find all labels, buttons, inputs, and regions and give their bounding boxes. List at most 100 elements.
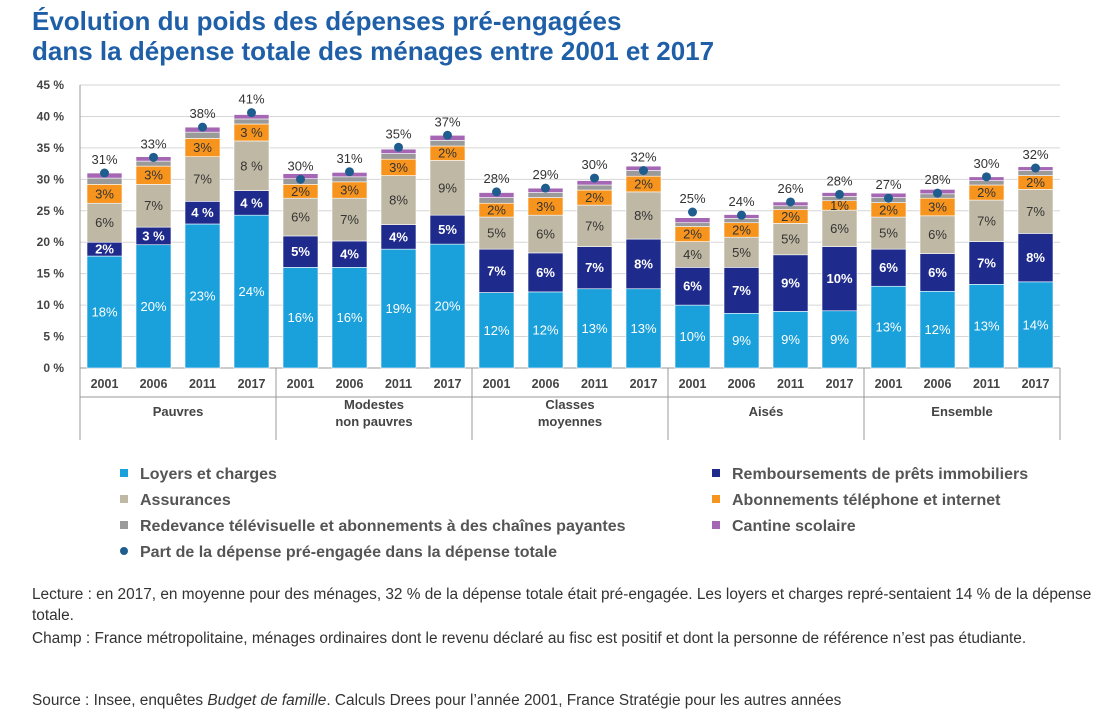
data-label-loyers: 13% xyxy=(973,319,999,334)
chart-title-line-1: Évolution du poids des dépenses pré-enga… xyxy=(32,6,622,36)
data-label-prets: 10% xyxy=(826,271,852,286)
x-tick-label: 2011 xyxy=(581,377,608,391)
bar-segment-assurances xyxy=(184,156,221,202)
data-label-abonnements: 2% xyxy=(781,209,800,224)
data-label-abonnements: 2% xyxy=(1026,175,1045,190)
bar-segment-loyers xyxy=(919,290,956,369)
x-tick-label: 2011 xyxy=(973,377,1000,391)
legend-swatch xyxy=(120,546,128,555)
bar-segment-prets xyxy=(870,248,907,287)
legend-swatch xyxy=(120,494,128,503)
bar-segment-prets xyxy=(331,240,368,268)
total-share-point xyxy=(884,193,893,203)
bar-segment-prets xyxy=(282,235,319,268)
data-label-prets: 8% xyxy=(634,256,653,271)
bar-segment-assurances xyxy=(576,204,613,247)
x-tick-label: 2011 xyxy=(385,377,412,391)
data-label-loyers: 12% xyxy=(532,322,558,337)
bar-segment-loyers xyxy=(968,284,1005,369)
data-label-prets: 4% xyxy=(340,247,359,262)
source-text-1: Source : Insee, enquêtes xyxy=(32,692,208,709)
bar-segment-prets xyxy=(527,252,564,293)
bar-segment-prets xyxy=(723,267,760,314)
total-share-label: 32% xyxy=(1022,147,1048,162)
note-source: Source : Insee, enquêtes Budget de famil… xyxy=(32,690,1092,711)
legend-label: Loyers et charges xyxy=(140,466,277,483)
total-share-point xyxy=(296,174,305,184)
x-tick-label: 2001 xyxy=(875,377,903,391)
x-tick-label: 2017 xyxy=(1022,377,1050,391)
x-tick-label: 2006 xyxy=(924,377,952,391)
data-label-prets: 8% xyxy=(1026,250,1045,265)
bar-segment-prets xyxy=(674,267,711,306)
data-label-prets: 6% xyxy=(879,260,898,275)
data-label-loyers: 9% xyxy=(732,333,751,348)
total-share-point xyxy=(443,130,452,140)
total-share-point xyxy=(639,166,648,176)
x-tick-label: 2001 xyxy=(91,377,119,391)
y-tick-label: 35 % xyxy=(37,141,65,155)
group-label: moyennes xyxy=(538,414,602,429)
chart-title-line-2: dans la dépense totale des ménages entre… xyxy=(32,36,715,66)
total-share-label: 28% xyxy=(483,171,509,186)
bar-segment-loyers xyxy=(86,255,123,369)
bar-segment-loyers xyxy=(429,243,466,369)
bar-segment-prets xyxy=(968,241,1005,285)
total-share-label: 28% xyxy=(924,172,950,187)
data-label-loyers: 13% xyxy=(581,321,607,336)
legend-item-assurances: Assurances xyxy=(120,492,231,510)
data-label-abonnements: 2% xyxy=(683,227,702,242)
total-share-label: 32% xyxy=(630,150,656,165)
data-label-abonnements: 3% xyxy=(389,160,408,175)
bar-segment-assurances xyxy=(380,175,417,225)
bar-segment-loyers xyxy=(282,267,319,369)
bar-segment-redevance xyxy=(331,176,368,183)
data-label-abonnements: 2% xyxy=(977,185,996,200)
total-share-label: 28% xyxy=(826,173,852,188)
total-share-label: 30% xyxy=(973,156,999,171)
total-share-point xyxy=(100,168,109,178)
total-share-point xyxy=(492,187,501,197)
x-tick-label: 2006 xyxy=(336,377,364,391)
bar-segment-redevance xyxy=(184,131,221,139)
data-label-assurances: 5% xyxy=(732,245,751,260)
data-label-prets: 7% xyxy=(977,255,996,270)
data-label-loyers: 24% xyxy=(238,284,264,299)
bar-segment-redevance xyxy=(380,153,417,160)
bar-segment-loyers xyxy=(135,244,172,369)
y-tick-label: 45 % xyxy=(37,78,65,92)
data-label-assurances: 7% xyxy=(340,212,359,227)
bar-segment-loyers xyxy=(576,288,613,369)
legend-item-prets: Remboursements de prêts immobiliers xyxy=(712,466,1028,484)
total-share-label: 33% xyxy=(140,136,166,151)
total-share-label: 41% xyxy=(238,92,264,107)
total-share-label: 30% xyxy=(287,158,313,173)
bar-segment-assurances xyxy=(429,160,466,216)
data-label-abonnements: 3% xyxy=(340,183,359,198)
data-label-loyers: 19% xyxy=(385,301,411,316)
bar-segment-assurances xyxy=(968,199,1005,242)
bar-segment-loyers xyxy=(331,267,368,369)
total-share-point xyxy=(345,167,354,177)
bar-segment-loyers xyxy=(527,291,564,369)
bar-segment-redevance xyxy=(527,192,564,198)
data-label-loyers: 12% xyxy=(483,323,509,338)
legend-label: Remboursements de prêts immobiliers xyxy=(732,466,1029,483)
bar-segment-prets xyxy=(380,224,417,250)
x-tick-label: 2017 xyxy=(630,377,658,391)
legend-item-loyers: Loyers et charges xyxy=(120,466,277,484)
stacked-bar-chart: 0 % 5 % 10 % 15 % 20 % 25 % 30 % 35 % 40 % 45 % 18… xyxy=(37,78,1061,440)
legend-item-cantine: Cantine scolaire xyxy=(712,518,856,536)
total-share-point xyxy=(982,172,991,182)
x-tick-label: 2017 xyxy=(238,377,266,391)
total-share-point xyxy=(247,108,256,118)
y-tick-label: 20 % xyxy=(37,235,65,249)
data-label-prets: 2% xyxy=(95,242,114,257)
data-label-prets: 6% xyxy=(536,265,555,280)
bar-segment-prets xyxy=(233,190,270,216)
data-label-prets: 6% xyxy=(928,265,947,280)
x-tick-label: 2006 xyxy=(532,377,560,391)
bar-segment-assurances xyxy=(527,214,564,254)
bar-segment-loyers xyxy=(870,285,907,369)
bar-segment-redevance xyxy=(478,197,515,204)
